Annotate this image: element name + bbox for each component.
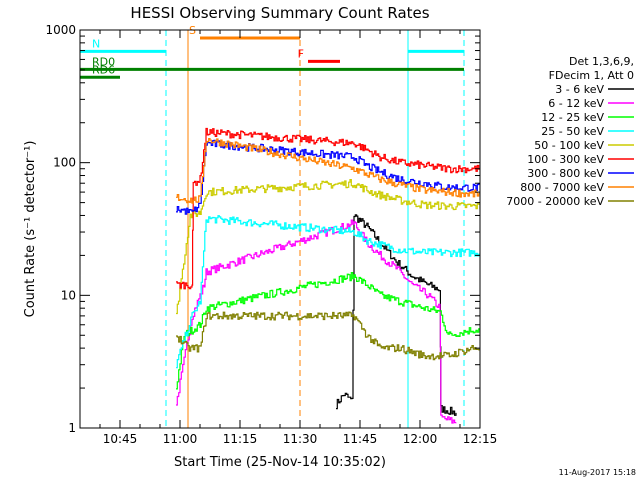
mode-bar-label: F	[298, 47, 304, 60]
y-tick-label: 100	[53, 156, 76, 170]
y-tick-label: 1	[68, 421, 76, 435]
legend-header: FDecim 1, Att 0	[549, 69, 634, 82]
legend-entry-label: 100 - 300 keV	[527, 153, 604, 166]
series-line	[176, 215, 480, 369]
x-tick-label: 12:15	[463, 432, 498, 446]
series-line	[176, 219, 457, 424]
legend-entry-label: 800 - 7000 keV	[520, 181, 604, 194]
y-axis-label: Count Rate (s⁻¹ detector⁻¹)	[23, 141, 38, 318]
y-tick-label: 1000	[45, 23, 76, 37]
y-tick-label: 10	[61, 288, 76, 302]
chart-title: HESSI Observing Summary Count Rates	[130, 4, 429, 22]
legend-entry-label: 6 - 12 keV	[548, 97, 604, 110]
legend-entry-label: 300 - 800 keV	[527, 167, 604, 180]
mode-bar-label: S	[189, 24, 196, 37]
series-line	[176, 272, 480, 390]
mode-bar-label: RD6	[92, 63, 115, 76]
footer-date: 11-Aug-2017 15:18	[559, 468, 636, 477]
x-tick-label: 11:30	[283, 432, 318, 446]
legend-header: Det 1,3,6,9,	[569, 55, 634, 68]
x-tick-label: 11:45	[343, 432, 378, 446]
series-line	[176, 127, 480, 290]
x-axis: 10:45 11:00 11:15 11:30 11:45 12:00 12:15	[79, 30, 498, 446]
legend-entry-label: 7000 - 20000 keV	[506, 195, 604, 208]
x-axis-label: Start Time (25-Nov-14 10:35:02)	[174, 455, 386, 470]
legend-entry-label: 3 - 6 keV	[555, 83, 604, 96]
legend-entry-label: 25 - 50 keV	[541, 125, 604, 138]
legend-entry-label: 12 - 25 keV	[541, 111, 604, 124]
series-line	[176, 138, 480, 204]
series-line	[176, 311, 480, 361]
mode-bar-label: N	[92, 37, 100, 50]
series-layer	[176, 127, 480, 424]
series-line	[176, 179, 480, 315]
series-line	[336, 214, 457, 416]
x-tick-label: 11:15	[223, 432, 258, 446]
x-tick-label: 10:45	[103, 432, 138, 446]
x-tick-label: 12:00	[403, 432, 438, 446]
y-axis: 1 10 100 1000	[45, 23, 480, 435]
legend-entry-label: 50 - 100 keV	[534, 139, 604, 152]
x-tick-label: 11:00	[163, 432, 198, 446]
plot-frame	[79, 29, 481, 429]
mode-bar-label: RD0	[92, 55, 115, 68]
